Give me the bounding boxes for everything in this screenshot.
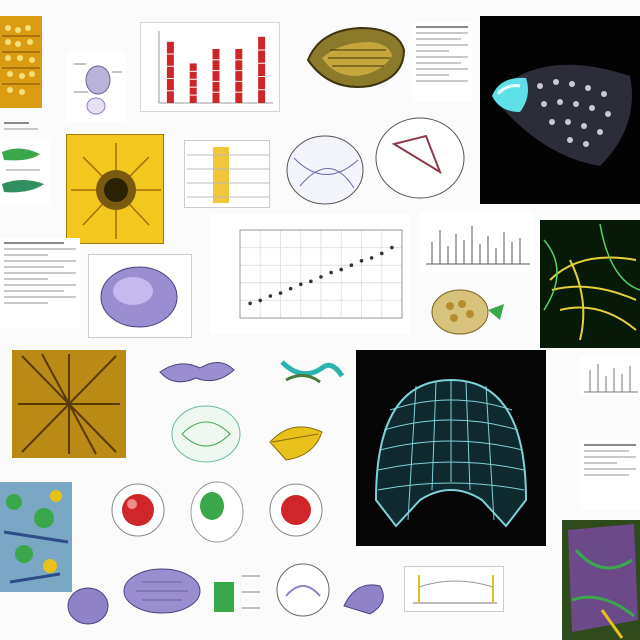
yellow-cell-grid-thumbnail bbox=[0, 16, 42, 108]
colorful-cell-map bbox=[0, 482, 72, 592]
red-sphere-figure-1 bbox=[98, 476, 178, 546]
histogram-thumbnail bbox=[420, 212, 534, 272]
purple-green-tissue-render bbox=[562, 520, 640, 640]
teal-ribbon-diagram bbox=[272, 352, 352, 392]
text-column-left-mid bbox=[0, 238, 80, 328]
sunflower-cell-micrograph bbox=[66, 134, 164, 244]
bar-chart-plot bbox=[158, 31, 273, 104]
yellow-table-thumbnail bbox=[184, 140, 270, 208]
lavender-capsule-figure-1 bbox=[62, 580, 114, 630]
gold-radial-texture bbox=[12, 350, 126, 458]
scatter-point bbox=[309, 279, 313, 284]
red-sphere-figure-2 bbox=[258, 476, 336, 546]
scatter-point bbox=[258, 298, 263, 303]
text-snippet-left-top bbox=[0, 118, 45, 138]
olive-organism-illustration bbox=[300, 20, 412, 96]
scatter-point bbox=[379, 251, 384, 256]
bar bbox=[212, 49, 220, 103]
purple-protein-figure bbox=[150, 352, 240, 392]
right-edge-text-snippet bbox=[580, 440, 640, 510]
bar bbox=[166, 41, 174, 103]
cyan-wireframe-hemisphere-render bbox=[356, 350, 546, 546]
cyan-spiky-cell-3d-render bbox=[480, 16, 640, 204]
scatter-point bbox=[288, 286, 293, 291]
green-sphere-figure bbox=[184, 476, 250, 550]
purple-sphere-figure bbox=[88, 254, 192, 338]
plot-frame bbox=[239, 229, 403, 319]
scatter-point bbox=[390, 245, 394, 250]
scatter-plot bbox=[239, 229, 403, 319]
scatter-point bbox=[298, 282, 303, 287]
green-wire-cell-sketch bbox=[150, 400, 250, 466]
scatter-point bbox=[278, 291, 283, 295]
bottom-purple-figure bbox=[336, 570, 394, 624]
golden-cell-cluster-illustration bbox=[420, 280, 510, 340]
bar bbox=[235, 49, 243, 103]
bottom-sphere-diagram bbox=[272, 556, 334, 628]
scatter-plot-figure bbox=[210, 214, 410, 334]
green-organism-thumbnail bbox=[0, 140, 50, 204]
scatter-point bbox=[369, 256, 374, 260]
scatter-point bbox=[329, 270, 333, 275]
scatter-point bbox=[349, 263, 354, 267]
text-column-top-right bbox=[412, 22, 472, 102]
scatter-point bbox=[339, 267, 344, 272]
bar bbox=[189, 63, 197, 103]
lavender-capsule-figure-2 bbox=[120, 564, 204, 618]
red-bar-chart bbox=[140, 22, 280, 112]
green-yellow-neural-render bbox=[540, 220, 640, 348]
green-cell-figure-bottom bbox=[206, 566, 266, 630]
bar bbox=[258, 36, 266, 103]
scatter-point bbox=[268, 294, 273, 298]
sphere-line-diagram-1 bbox=[280, 130, 370, 210]
cell-diagram-thumbnail bbox=[66, 52, 126, 122]
scatter-point bbox=[319, 275, 323, 279]
sphere-line-diagram-2 bbox=[370, 112, 468, 202]
scatter-point bbox=[248, 301, 252, 306]
bottom-line-chart bbox=[404, 566, 504, 612]
yellow-leaf-illustration bbox=[262, 412, 332, 470]
right-edge-bar-chart-snippet bbox=[580, 356, 640, 396]
scatter-point bbox=[359, 259, 364, 263]
